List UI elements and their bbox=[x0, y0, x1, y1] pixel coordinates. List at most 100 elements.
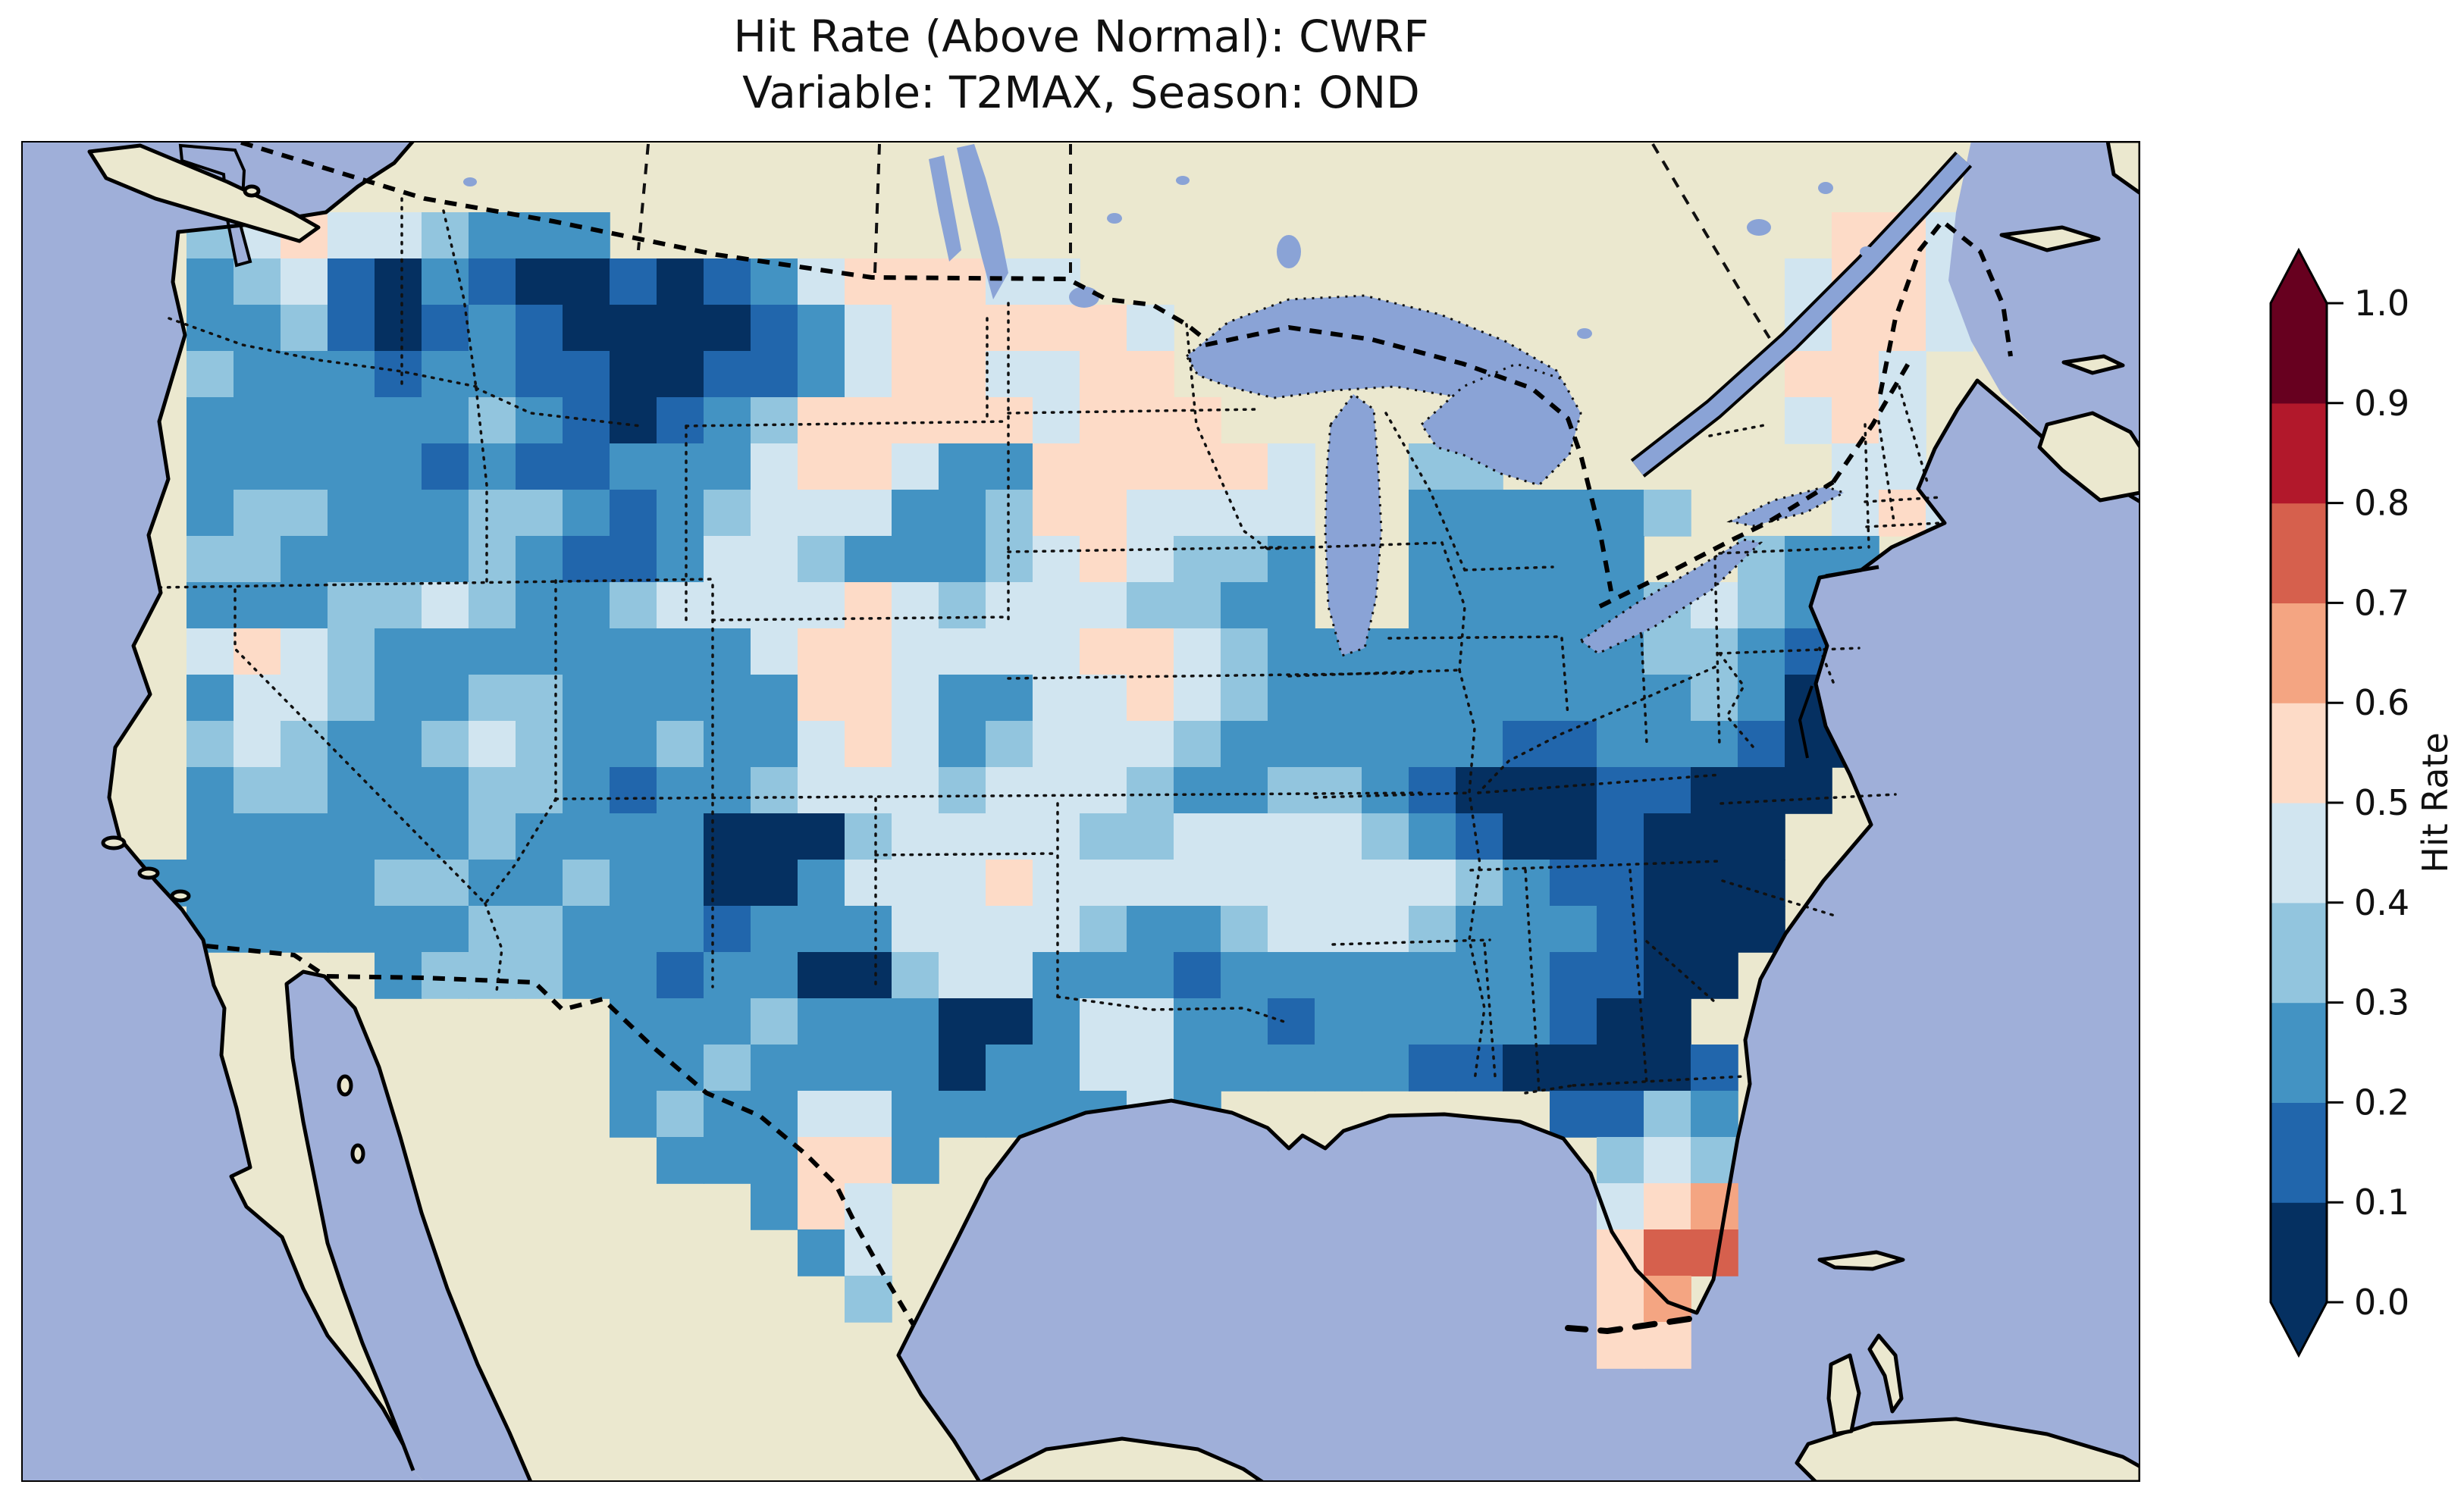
grid-cell bbox=[845, 397, 892, 444]
grid-cell bbox=[939, 813, 986, 860]
grid-cell bbox=[939, 351, 986, 398]
grid-cell bbox=[234, 813, 281, 860]
grid-cell bbox=[1409, 860, 1456, 907]
grid-cell bbox=[328, 305, 375, 352]
grid-cell bbox=[845, 952, 892, 999]
grid-cell bbox=[1550, 721, 1597, 768]
grid-cell bbox=[1879, 490, 1926, 537]
grid-cell bbox=[610, 813, 657, 860]
grid-cell bbox=[1315, 675, 1362, 722]
grid-cell bbox=[704, 397, 751, 444]
grid-cell bbox=[469, 212, 516, 259]
cuba bbox=[1795, 1417, 2140, 1482]
grid-cell bbox=[1221, 628, 1268, 675]
long-island bbox=[1825, 565, 1879, 578]
grid-cell bbox=[1691, 813, 1738, 860]
grid-cell bbox=[469, 397, 516, 444]
grid-cell bbox=[1080, 397, 1127, 444]
grid-cell bbox=[892, 490, 939, 537]
grid-cell bbox=[1550, 767, 1597, 814]
grid-cell bbox=[610, 675, 657, 722]
grid-cell bbox=[1456, 952, 1503, 999]
grid-cell bbox=[1127, 536, 1174, 583]
grid-cell bbox=[375, 258, 422, 305]
grid-cell bbox=[1174, 1045, 1221, 1092]
grid-cell bbox=[1033, 305, 1080, 352]
grid-cell bbox=[1644, 721, 1691, 768]
coastlines bbox=[107, 141, 2140, 1482]
grid-cell bbox=[1832, 305, 1879, 352]
grid-cell bbox=[1174, 582, 1221, 629]
nova-scotia bbox=[2037, 411, 2140, 503]
gulf-california-coast bbox=[284, 969, 533, 1482]
colorbar-over-arrow bbox=[2271, 250, 2327, 303]
grid-cell bbox=[704, 490, 751, 537]
grid-cell bbox=[986, 767, 1033, 814]
grid-cell bbox=[375, 536, 422, 583]
grid-cell bbox=[798, 490, 845, 537]
grid-cell bbox=[939, 536, 986, 583]
grid-cell bbox=[751, 443, 798, 490]
ocean bbox=[21, 141, 2140, 1482]
grid-cell bbox=[422, 258, 469, 305]
grid-cell bbox=[563, 443, 610, 490]
grid-cell bbox=[1597, 767, 1644, 814]
grid-cell bbox=[1503, 490, 1550, 537]
grid-cell bbox=[563, 582, 610, 629]
grid-cell bbox=[1362, 1045, 1409, 1092]
grid-cell bbox=[704, 906, 751, 953]
grid-cell bbox=[1221, 1045, 1268, 1092]
grid-cell bbox=[375, 490, 422, 537]
grid-cell bbox=[939, 443, 986, 490]
grid-cell bbox=[1221, 675, 1268, 722]
grid-cell bbox=[1456, 675, 1503, 722]
colorbar-bin bbox=[2271, 1102, 2327, 1203]
grid-cell bbox=[939, 397, 986, 444]
grid-cell bbox=[798, 721, 845, 768]
grid-cell bbox=[657, 906, 704, 953]
grid-cell bbox=[657, 860, 704, 907]
grid-cell bbox=[657, 813, 704, 860]
grid-cell bbox=[1644, 1091, 1691, 1138]
grid-cell bbox=[187, 813, 234, 860]
grid-cell bbox=[328, 628, 375, 675]
grid-cell bbox=[751, 721, 798, 768]
grid-cell bbox=[469, 860, 516, 907]
grid-cell bbox=[1080, 582, 1127, 629]
grid-cell bbox=[751, 675, 798, 722]
grid-cell bbox=[845, 721, 892, 768]
grid-cell bbox=[422, 397, 469, 444]
grid-cell bbox=[1691, 1183, 1738, 1230]
grid-cell bbox=[281, 813, 328, 860]
grid-cell bbox=[1456, 813, 1503, 860]
grid-cell bbox=[892, 1045, 939, 1092]
grid-cell bbox=[1409, 906, 1456, 953]
grid-cell bbox=[1456, 490, 1503, 537]
grid-cell bbox=[234, 258, 281, 305]
grid-cell bbox=[845, 860, 892, 907]
grid-cell bbox=[328, 258, 375, 305]
grid-cell bbox=[704, 305, 751, 352]
grid-cell bbox=[1456, 536, 1503, 583]
grid-cell bbox=[751, 767, 798, 814]
grid-cell bbox=[375, 813, 422, 860]
grid-cell bbox=[1550, 952, 1597, 999]
grid-cell bbox=[1127, 860, 1174, 907]
grid-cell bbox=[751, 1137, 798, 1184]
grid-cell bbox=[1503, 1045, 1550, 1092]
grid-cell bbox=[422, 582, 469, 629]
grid-cell bbox=[986, 675, 1033, 722]
grid-cell bbox=[610, 258, 657, 305]
lake-michigan bbox=[1324, 392, 1383, 657]
grid-cell bbox=[1080, 443, 1127, 490]
grid-cell bbox=[939, 721, 986, 768]
yucatan bbox=[980, 1436, 1265, 1482]
grid-cell bbox=[892, 906, 939, 953]
national-borders bbox=[205, 141, 2013, 1326]
grid-cell bbox=[845, 536, 892, 583]
grid-cell bbox=[375, 906, 422, 953]
grid-cell bbox=[234, 490, 281, 537]
grid-cell bbox=[1409, 1045, 1456, 1092]
grid-cell bbox=[1597, 813, 1644, 860]
grid-cell bbox=[328, 443, 375, 490]
